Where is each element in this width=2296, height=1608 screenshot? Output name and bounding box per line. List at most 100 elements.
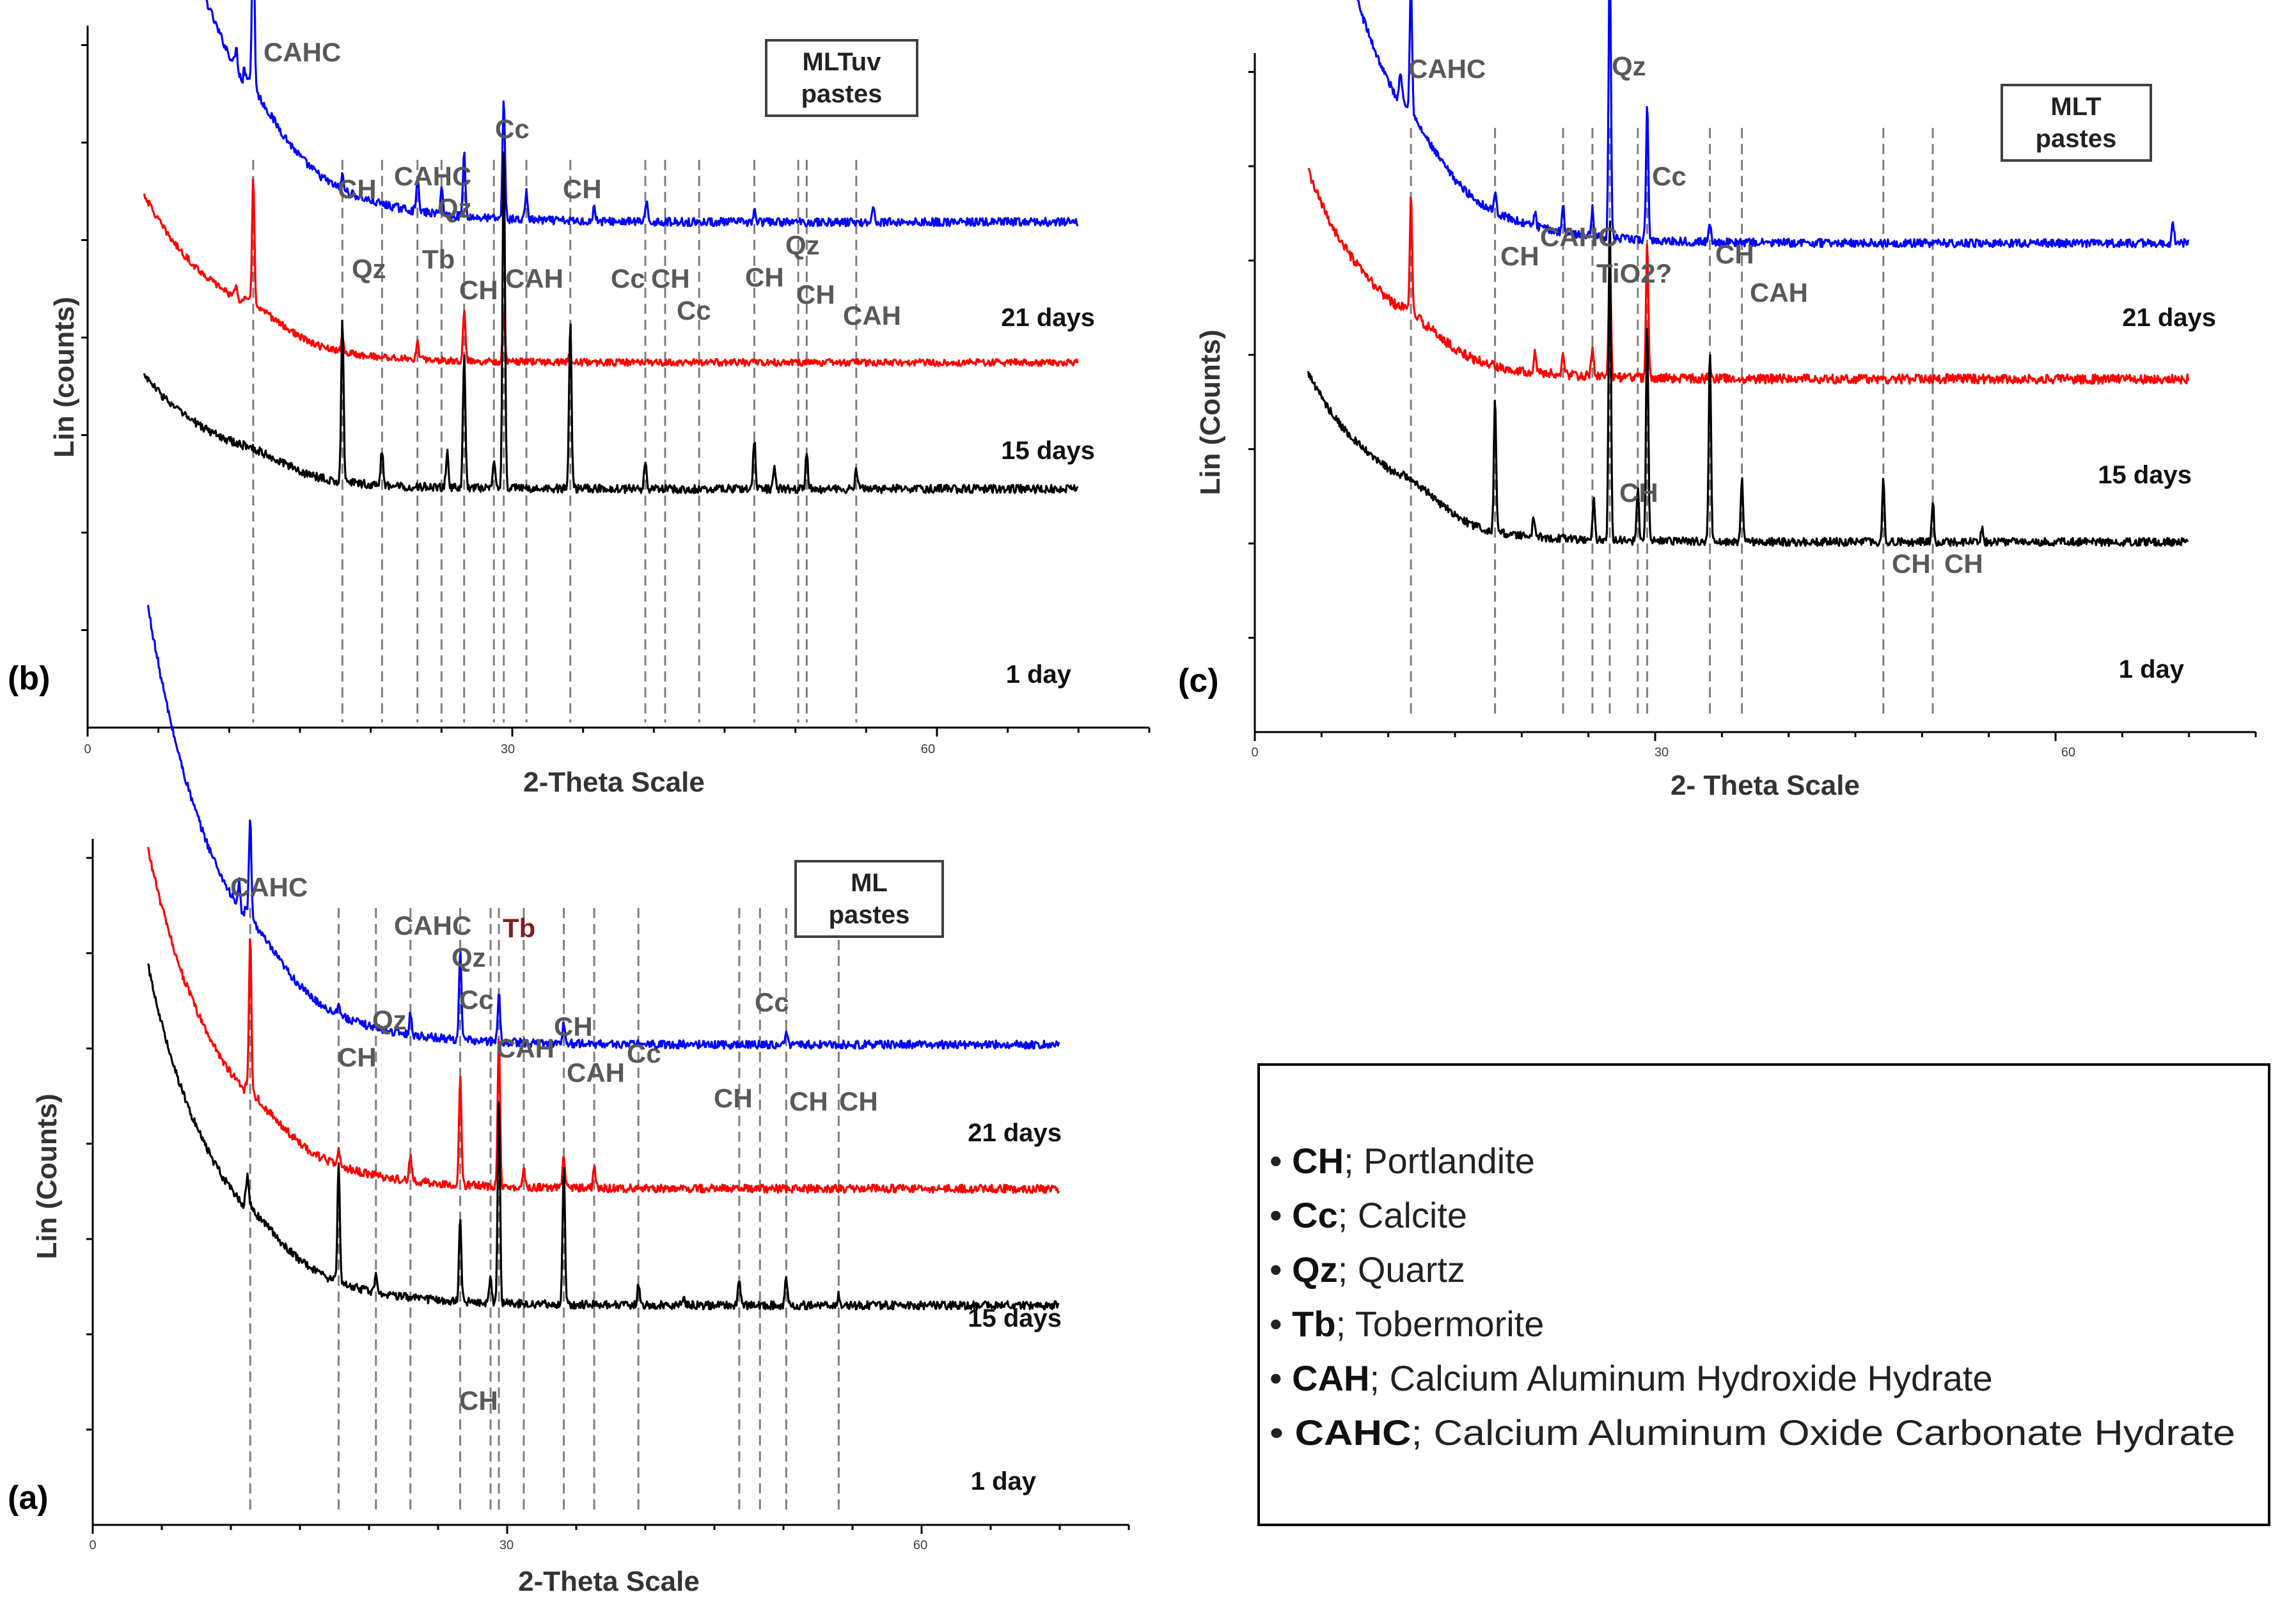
panel-b-mltuv-chart: 0 30 60 2-Theta Scale Lin (counts) MLTuv… (8, 0, 1151, 798)
legend-abbr: Cc (1292, 1195, 1338, 1235)
legend-abbr: CAHC (1295, 1412, 1411, 1453)
panel-a-xtick: 0 (89, 1538, 96, 1552)
panel-c-xtick: 0 (1251, 745, 1258, 760)
panel-c-xtick: 30 (1655, 745, 1669, 760)
xrd-series-21-days (146, 604, 1060, 1050)
panel-c-reference-lines (1410, 128, 1934, 719)
panel-c-mlt-chart: 0 30 60 2- Theta Scale Lin (Counts) MLT … (1178, 0, 2257, 801)
panel-b-peak-label: Qz (437, 193, 472, 223)
panel-a-peak-label: Qz (372, 1005, 407, 1035)
legend-bullet: • (1270, 1304, 1292, 1344)
legend-bullet: • (1270, 1249, 1292, 1290)
panel-a-y-axis-title: Lin (Counts) (31, 1093, 63, 1259)
panel-b-ticks (81, 44, 1151, 737)
panel-a-ticks (86, 857, 1130, 1534)
legend-item: • Tb; Tobermorite (1270, 1304, 1544, 1344)
panel-b-peak-label: Qz (352, 254, 386, 284)
panel-a-peak-label: Qz (452, 942, 486, 972)
svg-text:• Cc; Calcite: • Cc; Calcite (1270, 1195, 1467, 1235)
panel-a-peak-label: CAHC (230, 872, 308, 902)
panel-b-peak-label: CH (651, 263, 690, 293)
legend-item: • Cc; Calcite (1270, 1195, 1467, 1235)
panel-c-xtick: 60 (2061, 745, 2075, 760)
panel-a-title-line: pastes (829, 901, 910, 929)
panel-c-peak-label: CH (1892, 549, 1931, 579)
panel-a-x-axis-title: 2-Theta Scale (518, 1566, 700, 1597)
panel-a-day-label: 21 days (968, 1119, 1062, 1147)
panel-c-peak-label: CH (1500, 241, 1539, 271)
xrd-series-1-day (143, 152, 1079, 494)
panel-b-series (143, 0, 1079, 494)
panel-a-title-box: ML pastes (794, 860, 944, 938)
panel-b-peak-label: CAH (843, 301, 901, 331)
legend-item: • CAH; Calcium Aluminum Hydroxide Hydrat… (1270, 1358, 1993, 1398)
panel-a-peak-label: CH (338, 1042, 377, 1072)
legend-desc: ; Tobermorite (1336, 1304, 1545, 1344)
panel-a-panel-label: (a) (8, 1479, 49, 1517)
panel-b-reference-lines (252, 160, 858, 722)
panel-a-peak-label: CH (554, 1011, 593, 1042)
panel-c-peak-label: Cc (1652, 161, 1687, 191)
legend-desc: ; Calcium Aluminum Oxide Carbonate Hydra… (1411, 1412, 2235, 1453)
panel-b-peak-label: Tb (422, 244, 455, 274)
panel-c-peak-label: CH (1944, 549, 1983, 579)
panel-b-peak-label: Cc (611, 263, 645, 293)
panel-a-peak-label: Cc (755, 987, 789, 1017)
legend-box: • CH; Portlandite • Cc; Calcite • Qz; Qu… (1257, 1063, 2270, 1526)
legend-abbr: Qz (1292, 1249, 1338, 1290)
panel-c-y-axis-title: Lin (Counts) (1195, 329, 1226, 495)
panel-a-day-label: 1 day (971, 1467, 1037, 1495)
panel-c-title-line: MLT (2050, 93, 2101, 121)
panel-a-peak-label: CH (789, 1086, 828, 1116)
panel-c-x-axis-title: 2- Theta Scale (1671, 770, 1860, 801)
xrd-series-21-days (205, 0, 1079, 228)
legend-bullet: • (1270, 1358, 1292, 1398)
svg-text:• CH; Portlandite: • CH; Portlandite (1270, 1141, 1535, 1181)
legend-item: • Qz; Quartz (1270, 1249, 1465, 1290)
panel-b-title-line: MLTuv (803, 48, 882, 76)
panel-c-peak-label: TiO2? (1596, 258, 1672, 288)
panel-a-peak-label: CH (839, 1086, 878, 1116)
legend-bullet: • (1270, 1412, 1295, 1453)
panel-b-peak-label: CH (563, 174, 602, 204)
legend-bullet: • (1270, 1141, 1292, 1181)
legend-desc: ; Calcium Aluminum Hydroxide Hydrate (1370, 1358, 1993, 1398)
panel-b-peak-label: CH (745, 262, 784, 292)
svg-text:• CAH; Calcium Aluminum Hydrox: • CAH; Calcium Aluminum Hydroxide Hydrat… (1270, 1358, 1993, 1398)
panel-a-title-line: ML (851, 869, 888, 897)
legend-desc: ; Portlandite (1344, 1141, 1535, 1181)
panel-c-peak-label: CAH (1750, 277, 1808, 308)
panel-b-xtick: 60 (921, 742, 935, 756)
legend-item: • CH; Portlandite (1270, 1141, 1535, 1181)
panel-b-day-label: 15 days (1001, 437, 1095, 465)
legend-item: • CAHC; Calcium Aluminum Oxide Carbonate… (1270, 1412, 2235, 1453)
panel-b-peak-label: CH (459, 275, 498, 305)
panel-a-peak-label: Cc (627, 1038, 661, 1068)
panel-b-peak-label: Cc (495, 114, 530, 144)
panel-b-xtick: 30 (501, 742, 515, 756)
xrd-series-15-days (143, 178, 1079, 368)
panel-c-panel-label: (c) (1178, 662, 1219, 699)
xrd-series-15-days (146, 847, 1060, 1194)
xrd-series-1-day (146, 963, 1060, 1311)
panel-b-peak-label: CAHC (394, 161, 471, 191)
svg-text:• CAHC; Calcium Aluminum Oxide: • CAHC; Calcium Aluminum Oxide Carbonate… (1270, 1412, 2235, 1453)
panel-c-peak-label: Qz (1612, 51, 1646, 81)
panel-b-peak-label: CAHC (263, 37, 341, 67)
panel-b-xtick: 0 (84, 742, 91, 756)
panel-a-peak-label: CAH (496, 1033, 554, 1063)
panel-b-y-axis-title: Lin (counts) (49, 297, 80, 458)
panel-c-series (1307, 0, 2189, 547)
panel-c-day-label: 1 day (2119, 655, 2185, 683)
panel-a-series (146, 604, 1060, 1311)
legend-abbr: Tb (1292, 1304, 1335, 1344)
panel-a-peak-label: CH (459, 1386, 498, 1416)
panel-b-peak-label: Qz (785, 230, 820, 260)
panel-b-title-box: MLTuv pastes (765, 39, 918, 117)
panel-c-ticks (1248, 71, 2257, 741)
panel-c-peak-label: CH (1715, 239, 1754, 269)
panel-a-peak-label: CAH (567, 1058, 625, 1088)
panel-b-day-label: 21 days (1001, 304, 1095, 332)
legend-desc: ; Calcite (1338, 1195, 1467, 1235)
